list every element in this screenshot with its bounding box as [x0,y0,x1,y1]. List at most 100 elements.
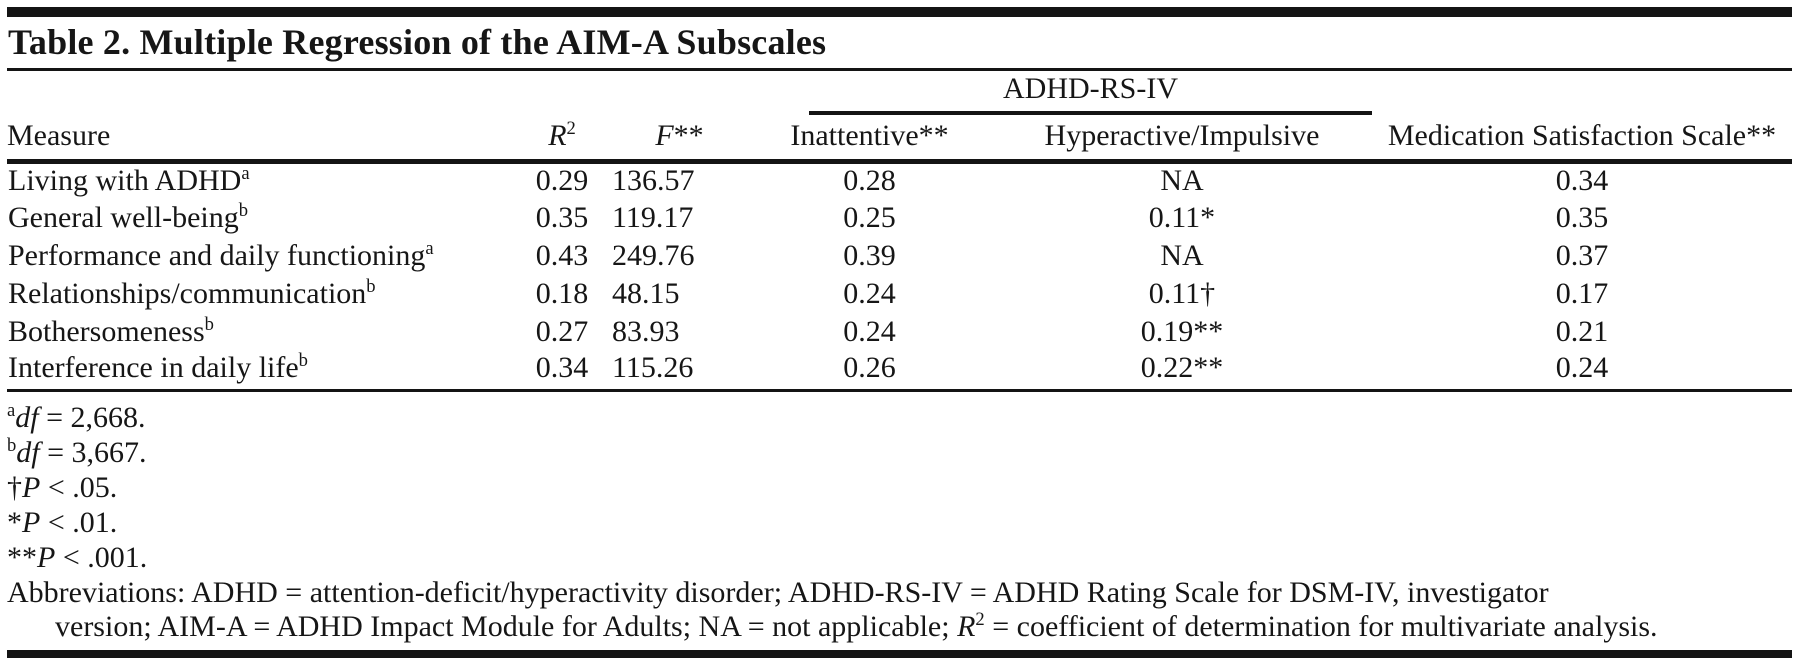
mss-cell: 0.17 [1555,277,1609,310]
r2-cell: 0.29 [535,164,589,198]
f-cell: 119.17 [612,201,694,234]
table-row-performance-daily-functioning: Performance and daily functioninga 0.43 … [7,237,1792,275]
mss-cell: 0.37 [1555,239,1609,272]
r2-cell: 0.34 [512,351,612,392]
measure-label: Performance and daily functioning [8,239,426,272]
measure-cell: Relationships/communicationb [7,275,512,313]
footnote-text: < .001. [55,541,148,574]
col-header-r2: R2 [512,115,612,164]
table-row-bothersomeness: Bothersomenessb 0.27 83.93 0.24 0.19** 0… [7,313,1792,351]
table-row-living-with-adhd: Living with ADHDa 0.29 136.57 0.28 NA 0.… [7,161,1792,199]
col-header-f: F** [612,115,747,164]
f-cell: 136.57 [612,164,695,198]
col-header-inattentive: Inattentive** [747,115,992,164]
measure-superscript: b [238,200,249,221]
footnote-text: < .05. [40,471,118,504]
column-header-row: Measure R2 F** Inattentive** Hyperactive… [7,115,1792,164]
abbreviations-text: version; AIM-A = ADHD Impact Module for … [55,610,958,643]
bottom-rule [7,650,1792,658]
r2-cell: 0.18 [535,277,589,310]
measure-superscript: b [204,314,214,335]
measure-label: General well-being [8,201,239,234]
spanner-adhd-rs-iv: ADHD-RS-IV [747,71,1372,115]
abbreviations-line-2: version; AIM-A = ADHD Impact Module for … [7,610,1792,644]
f-stars: ** [673,118,704,152]
r2-letter: R [548,118,567,152]
p-symbol: P [22,506,41,539]
f-cell: 48.15 [612,277,680,310]
spanner-row: ADHD-RS-IV [7,71,1792,115]
measure-label: Living with ADHD [8,164,242,198]
inattentive-cell: 0.26 [747,351,992,392]
footnote-p-star: *P < .01. [7,505,1792,540]
footnote-marker: a [7,400,16,421]
footnotes: adf = 2,668. bdf = 3,667. †P < .05. *P <… [7,400,1792,644]
df-symbol: df [16,436,40,469]
title-rule [7,68,1792,71]
table-row-interference-daily-life: Interference in daily lifeb 0.34 115.26 … [7,350,1792,392]
measure-cell: Performance and daily functioninga [7,237,512,275]
paper-table-figure: Table 2. Multiple Regression of the AIM-… [0,7,1799,658]
p-symbol: P [22,471,41,504]
inattentive-cell: 0.28 [843,164,896,198]
table-title: Table 2. Multiple Regression of the AIM-… [8,22,827,62]
mss-cell: 0.24 [1372,351,1792,392]
r2-cell: 0.27 [535,315,589,348]
footnote-marker: † [7,471,22,504]
inattentive-cell: 0.39 [843,239,896,272]
r2-cell: 0.35 [535,201,589,234]
measure-superscript: b [366,276,376,297]
r2-superscript: 2 [975,609,985,630]
col-header-hyperactive: Hyperactive/Impulsive [992,115,1372,164]
df-symbol: df [15,401,39,434]
measure-label: Interference in daily life [8,351,299,384]
measure-superscript: a [241,163,250,185]
footnote-text: = 2,668. [38,401,146,434]
f-letter: F [655,118,674,152]
table-row-general-well-being: General well-beingb 0.35 119.17 0.25 0.1… [7,199,1792,237]
measure-superscript: b [298,350,308,371]
inattentive-cell: 0.25 [843,201,896,234]
footnote-df-a: adf = 2,668. [7,400,1792,435]
table-row-relationships-communication: Relationships/communicationb 0.18 48.15 … [7,275,1792,313]
f-cell: 249.76 [612,239,695,272]
r2-letter: R [957,610,976,643]
footnote-abbreviations: Abbreviations: ADHD = attention-deficit/… [7,576,1792,644]
regression-table: ADHD-RS-IV Measure R2 F** Inattentive** … [7,71,1792,392]
spanner-spacer-right [1372,71,1792,115]
r2-cell: 0.43 [535,239,589,272]
col-header-measure: Measure [7,115,512,164]
f-cell: 83.93 [612,315,680,348]
hyperactive-cell: NA [1160,164,1204,198]
hyperactive-cell: 0.19** [1140,315,1224,348]
hyperactive-cell: NA [1160,239,1204,272]
spanner-spacer-left [7,71,747,115]
p-symbol: P [37,541,56,574]
footnote-p-dagger: †P < .05. [7,470,1792,505]
mss-cell: 0.35 [1555,201,1609,234]
spanner-label: ADHD-RS-IV [809,72,1372,115]
footnote-text: < .01. [40,506,118,539]
hyperactive-cell: 0.11† [1148,277,1216,310]
measure-label: Bothersomeness [8,315,205,348]
measure-cell: General well-beingb [7,199,512,237]
mss-cell: 0.34 [1555,164,1609,198]
top-rule [7,7,1792,17]
measure-label: Relationships/communication [8,277,367,310]
footnote-marker: ** [7,541,37,574]
footnote-text: = 3,667. [39,436,147,469]
abbreviations-text: = coefficient of determination for multi… [984,610,1658,643]
col-header-mss: Medication Satisfaction Scale** [1372,115,1792,164]
footnote-marker: * [7,506,22,539]
abbreviations-line-1: Abbreviations: ADHD = attention-deficit/… [7,576,1549,609]
f-cell: 115.26 [612,351,747,392]
mss-cell: 0.21 [1555,315,1609,348]
hyperactive-cell: 0.22** [992,351,1372,392]
footnote-marker: b [7,435,17,456]
measure-cell: Bothersomenessb [7,313,512,351]
r2-superscript: 2 [566,117,576,139]
measure-cell: Living with ADHDa [7,161,512,199]
inattentive-cell: 0.24 [843,277,896,310]
measure-cell: Interference in daily lifeb [7,350,512,392]
measure-superscript: a [425,238,434,259]
